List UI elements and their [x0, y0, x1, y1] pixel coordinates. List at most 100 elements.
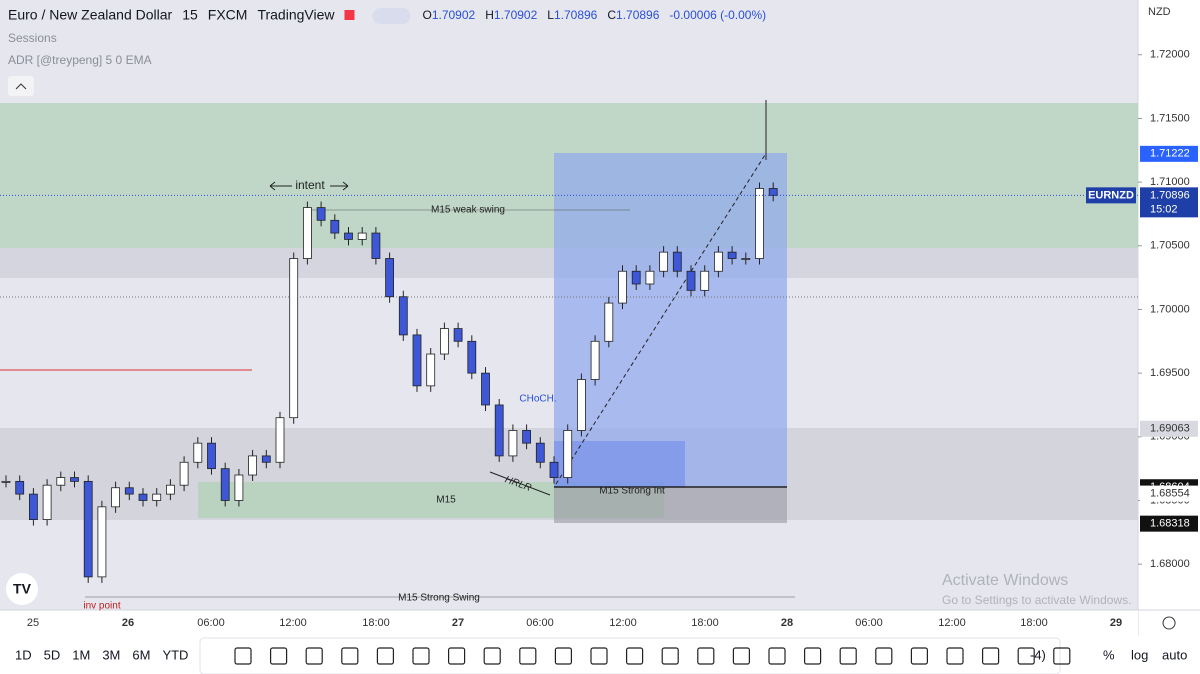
tool-icon[interactable]: [697, 647, 715, 665]
tool-icon[interactable]: [341, 647, 359, 665]
candle: [494, 404, 504, 457]
y-tick-label: 1.71000: [1150, 176, 1190, 188]
collapse-button[interactable]: [8, 76, 34, 96]
candle: [1, 480, 11, 483]
tool-icon[interactable]: [981, 647, 1000, 665]
candle: [316, 207, 326, 221]
x-tick-label: 12:00: [609, 617, 637, 629]
tool-icon[interactable]: [1017, 647, 1035, 665]
indicator-label: ADR [@treypeng] 5 0 EMA: [8, 53, 152, 67]
x-tick-label: 18:00: [362, 617, 390, 629]
candle: [371, 232, 381, 259]
logo-mark: TV: [13, 581, 32, 597]
candle: [590, 340, 600, 380]
tool-icon[interactable]: [910, 647, 929, 665]
candle: [412, 334, 422, 387]
candle: [522, 430, 531, 444]
candle: [768, 188, 778, 196]
header-text: Euro / New Zealand Dollar: [8, 7, 173, 23]
candle: [439, 328, 449, 355]
candle: [563, 430, 573, 478]
candle: [700, 270, 710, 291]
tool-icon[interactable]: [590, 647, 608, 665]
tool-icon[interactable]: [270, 647, 288, 665]
tool-icon[interactable]: [661, 647, 679, 665]
tool-icon[interactable]: [305, 647, 323, 665]
header-text: H: [485, 8, 494, 22]
candle: [83, 480, 93, 578]
tool-icon[interactable]: [625, 647, 644, 665]
range-button[interactable]: 3M: [102, 647, 120, 662]
range-button[interactable]: 1M: [72, 647, 90, 662]
candle: [481, 372, 490, 406]
x-tick-label: 06:00: [855, 617, 883, 629]
tool-icon[interactable]: [839, 647, 857, 665]
annotation: intent: [295, 178, 325, 192]
candle: [672, 251, 682, 272]
x-tick-label: 18:00: [691, 617, 719, 629]
candle: [193, 442, 203, 463]
candle: [508, 430, 518, 457]
candle: [467, 340, 477, 374]
time-axis: [0, 610, 1138, 636]
candle: [56, 477, 66, 486]
price-marker-label: 1.68554: [1150, 488, 1190, 500]
tool-icon[interactable]: [768, 647, 786, 665]
y-tick-label: 1.70500: [1150, 240, 1190, 252]
target-box: [554, 153, 787, 487]
range-button[interactable]: 1D: [15, 647, 32, 662]
last-price-tag: [1140, 187, 1198, 218]
chevron-icon: [15, 83, 27, 90]
x-tick-label: 28: [781, 617, 793, 629]
tool-icon[interactable]: [803, 647, 822, 665]
toolbar-option[interactable]: -4): [1030, 647, 1046, 662]
tool-icon[interactable]: [1053, 647, 1071, 665]
candle: [426, 353, 436, 387]
range-button[interactable]: 6M: [132, 647, 150, 662]
x-tick-label: 06:00: [526, 617, 554, 629]
candle: [138, 493, 148, 501]
tool-icon[interactable]: [732, 647, 751, 665]
candle: [97, 506, 107, 578]
header-text: O: [422, 8, 431, 22]
tool-icon[interactable]: [412, 647, 430, 665]
candle: [741, 258, 751, 260]
currency: NZD: [1148, 6, 1171, 18]
y-tick-label: 1.70000: [1150, 303, 1190, 315]
tool-icon[interactable]: [234, 647, 252, 665]
price-marker: [1140, 515, 1198, 532]
candle: [28, 493, 38, 520]
range-button[interactable]: YTD: [162, 647, 188, 662]
x-tick-label: 29: [1110, 617, 1122, 629]
flag-icon: [344, 10, 355, 20]
range-button[interactable]: 5D: [44, 647, 61, 662]
watermark-text: Go to Settings to activate Windows.: [942, 593, 1131, 607]
toolbar-option[interactable]: auto: [1162, 647, 1187, 662]
tool-icon[interactable]: [946, 647, 964, 665]
tool-icon[interactable]: [554, 647, 573, 665]
candle: [714, 251, 723, 272]
candle: [755, 188, 764, 259]
tool-icon[interactable]: [483, 647, 501, 665]
candle: [179, 461, 189, 486]
candle: [289, 258, 299, 419]
candle: [111, 487, 120, 508]
tool-icon[interactable]: [376, 647, 394, 665]
tool-icon[interactable]: [875, 647, 893, 665]
annotation: M15: [436, 495, 456, 506]
candle: [604, 302, 614, 342]
settings-icon[interactable]: [1162, 616, 1176, 630]
y-tick-label: 1.69500: [1150, 367, 1190, 379]
fill-box: [554, 441, 685, 487]
candle: [302, 207, 312, 259]
x-tick-label: 26: [122, 617, 134, 629]
toolbar-option[interactable]: %: [1103, 647, 1115, 662]
tool-icon[interactable]: [448, 647, 466, 665]
toolbar-option[interactable]: log: [1131, 647, 1148, 662]
tools-panel: [199, 637, 1061, 674]
candle: [248, 455, 258, 476]
price-axis: [1138, 0, 1200, 610]
tool-icon[interactable]: [519, 647, 537, 665]
price-marker-label: 1.69063: [1150, 423, 1190, 435]
